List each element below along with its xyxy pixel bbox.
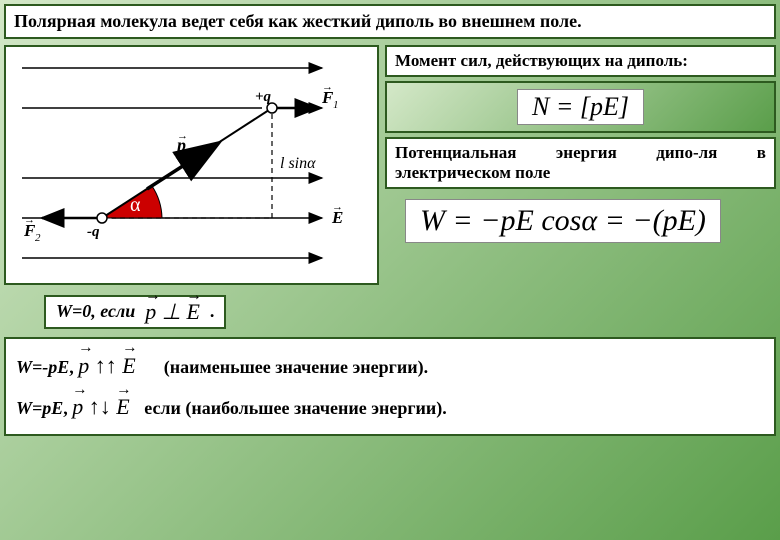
bottom-box: W=-pE, p ↑↑ E (наименьшее значение энерг… <box>4 337 776 437</box>
bottom-line-2: W=pE, p ↑↓ E если (наибольшее значение э… <box>16 386 764 428</box>
svg-text:+q: +q <box>255 89 272 105</box>
energy-title: Потенциальная энергия дипо-ля в электрич… <box>385 137 776 189</box>
dipole-diagram: α p → -q +q F 1 → F 2 → <box>4 45 379 285</box>
cond-relation: p ⊥ E <box>145 299 200 325</box>
svg-text:1: 1 <box>333 99 339 111</box>
condition-row: W=0, если p ⊥ E . <box>4 295 776 329</box>
svg-text:2: 2 <box>35 232 41 244</box>
b1-prefix: W=-pE <box>16 357 69 377</box>
right-column: Момент сил, действующих на диполь: N = [… <box>385 45 776 285</box>
energy-formula-slot: W = −pE cosα = −(pE) <box>385 193 776 249</box>
b2-prefix: W=pE <box>16 398 63 418</box>
moment-formula: N = [pE] <box>517 89 644 125</box>
svg-text:→: → <box>332 201 343 213</box>
condition-box: W=0, если p ⊥ E . <box>44 295 226 329</box>
svg-text:→: → <box>177 130 188 142</box>
svg-text:l sinα: l sinα <box>280 155 316 172</box>
cond-suffix: . <box>210 301 215 322</box>
b2-relation: p ↑↓ E <box>72 394 135 419</box>
energy-formula: W = −pE cosα = −(pE) <box>405 199 721 243</box>
b1-suffix: (наименьшее значение энергии). <box>164 357 428 377</box>
b1-relation: p ↑↑ E <box>78 353 141 378</box>
svg-text:→: → <box>322 81 333 93</box>
b2-suffix: если (наибольшее значение энергии). <box>144 398 447 418</box>
svg-text:→: → <box>24 214 35 226</box>
svg-text:-q: -q <box>87 224 100 240</box>
moment-formula-slot: N = [pE] <box>385 81 776 133</box>
moment-title: Момент сил, действующих на диполь: <box>385 45 776 77</box>
header-title: Полярная молекула ведет себя как жесткий… <box>4 4 776 39</box>
diagram-svg: α p → -q +q F 1 → F 2 → <box>12 53 372 273</box>
cond-prefix: W=0, если <box>56 301 135 322</box>
main-row: α p → -q +q F 1 → F 2 → <box>4 45 776 285</box>
